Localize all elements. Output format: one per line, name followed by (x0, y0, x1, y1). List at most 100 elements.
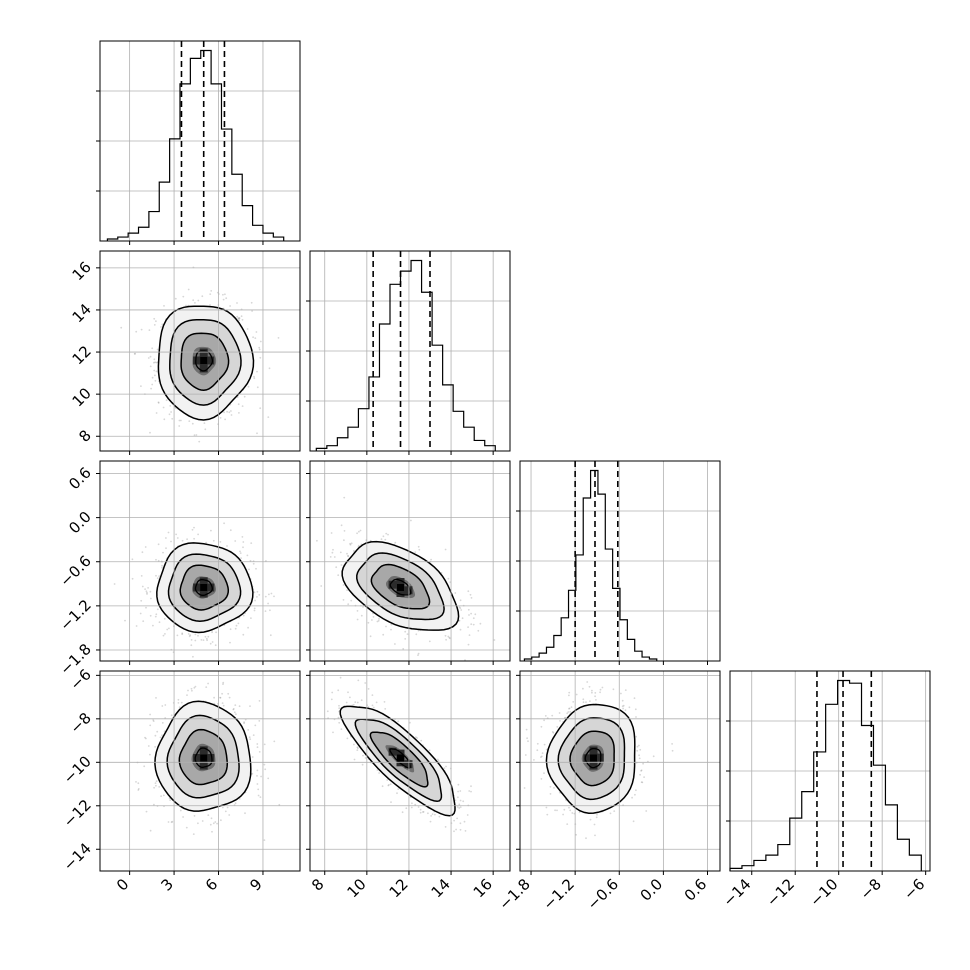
scatter-point (256, 769, 259, 772)
density-peak (397, 584, 404, 591)
scatter-point (356, 749, 359, 751)
scatter-point (243, 722, 246, 725)
scatter-point (545, 806, 548, 809)
scatter-point (135, 625, 138, 627)
scatter-point (197, 822, 199, 825)
scatter-point (170, 540, 172, 543)
scatter-point (390, 628, 392, 631)
scatter-point (190, 644, 193, 647)
scatter-point (410, 806, 413, 809)
scatter-point (652, 755, 655, 758)
scatter-point (256, 370, 258, 373)
scatter-point (179, 809, 182, 812)
scatter-point (463, 820, 466, 823)
scatter-point (145, 606, 147, 609)
scatter-point (357, 679, 360, 682)
density-peak (193, 583, 202, 592)
scatter-point (149, 829, 152, 832)
scatter-point (204, 635, 207, 638)
scatter-point (248, 736, 251, 739)
scatter-point (154, 615, 157, 618)
scatter-point (239, 550, 241, 553)
scatter-point (162, 794, 165, 797)
scatter-point (459, 822, 462, 825)
y-tick-label: −12 (60, 796, 95, 831)
scatter-point (599, 691, 601, 694)
scatter-point (230, 414, 233, 416)
scatter-point (220, 819, 222, 822)
scatter-point (140, 328, 143, 331)
y-tick-label: 0.6 (65, 464, 95, 494)
scatter-point (169, 799, 172, 801)
panel-2-3-frame (519, 670, 721, 872)
panel-0-3-frame (99, 670, 301, 872)
scatter-point (346, 552, 348, 555)
scatter-point (588, 685, 591, 688)
scatter-point (470, 785, 472, 788)
x-tick-label: 0.6 (681, 875, 711, 905)
scatter-point (145, 737, 147, 740)
scatter-point (380, 538, 383, 541)
scatter-point (207, 682, 210, 685)
contour-line (180, 332, 230, 391)
panel-1-2 (316, 496, 496, 661)
scatter-point (229, 628, 232, 631)
scatter-point (445, 765, 447, 768)
scatter-point (221, 692, 224, 695)
scatter-point (635, 735, 637, 738)
scatter-point (447, 577, 450, 580)
scatter-point (155, 784, 157, 787)
scatter-point (194, 685, 197, 688)
scatter-point (238, 319, 241, 322)
scatter-point (414, 803, 417, 806)
scatter-point (558, 712, 561, 714)
scatter-point (249, 559, 252, 562)
scatter-point (414, 551, 417, 553)
scatter-point (375, 701, 378, 704)
scatter-point (191, 528, 194, 531)
density-peak (583, 754, 592, 763)
scatter-point (406, 633, 409, 635)
scatter-point (376, 769, 379, 771)
contour-line (154, 700, 252, 812)
scatter-point (350, 599, 353, 602)
scatter-point (165, 399, 168, 402)
scatter-point (248, 568, 250, 571)
scatter-point (213, 696, 216, 699)
scatter-point (157, 402, 160, 404)
scatter-point (234, 802, 237, 805)
scatter-point (237, 403, 240, 406)
scatter-point (343, 539, 345, 542)
scatter-point (259, 340, 262, 343)
scatter-point (222, 683, 224, 685)
scatter-point (201, 295, 204, 298)
contour-line (389, 578, 412, 596)
scatter-point (164, 704, 167, 706)
scatter-point (364, 682, 367, 684)
scatter-point (187, 633, 190, 635)
scatter-point (362, 606, 364, 608)
scatter-point (466, 814, 469, 816)
scatter-point (209, 293, 212, 295)
scatter-point (149, 614, 152, 617)
scatter-point (158, 575, 161, 577)
scatter-point (633, 697, 636, 700)
scatter-point (228, 696, 231, 699)
scatter-point (250, 542, 253, 544)
scatter-point (372, 706, 375, 709)
scatter-point (229, 305, 232, 307)
scatter-point (447, 635, 450, 638)
density-peak (590, 754, 597, 762)
scatter-point (457, 783, 460, 786)
scatter-point (254, 724, 257, 727)
scatter-point (416, 737, 418, 739)
histogram-0-frame (99, 40, 301, 242)
scatter-point (540, 778, 543, 780)
scatter-point (212, 539, 215, 542)
histogram-3-frame (729, 670, 931, 872)
scatter-point (235, 713, 237, 716)
scatter-point (229, 641, 231, 644)
scatter-point (401, 811, 404, 814)
contour-line (584, 747, 602, 769)
scatter-point (563, 808, 566, 811)
